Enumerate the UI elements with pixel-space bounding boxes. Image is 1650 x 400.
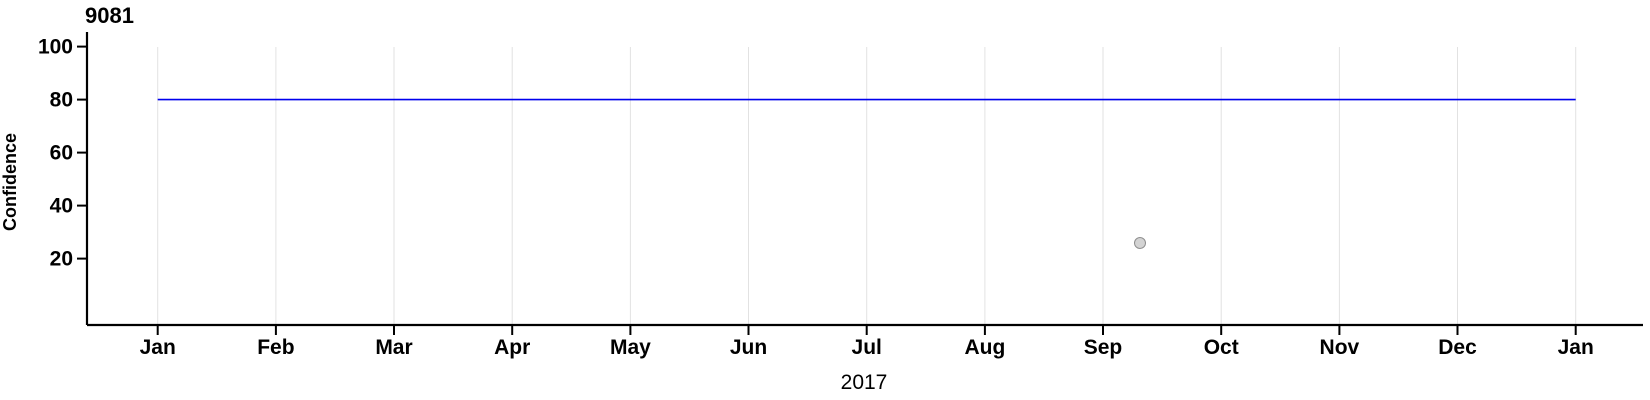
svg-text:40: 40 (50, 195, 73, 218)
svg-text:Jul: Jul (852, 336, 882, 359)
svg-text:20: 20 (50, 248, 73, 271)
svg-text:80: 80 (50, 89, 73, 112)
svg-text:Jan: Jan (140, 336, 176, 359)
svg-text:Aug: Aug (964, 336, 1005, 359)
svg-text:Feb: Feb (257, 336, 294, 359)
svg-text:Jan: Jan (1558, 336, 1594, 359)
svg-text:May: May (610, 336, 651, 359)
svg-text:Mar: Mar (375, 336, 412, 359)
svg-text:100: 100 (38, 36, 73, 59)
svg-text:Oct: Oct (1204, 336, 1239, 359)
svg-text:Apr: Apr (494, 336, 530, 359)
svg-text:Nov: Nov (1320, 336, 1360, 359)
svg-text:2017: 2017 (841, 371, 888, 394)
svg-text:Dec: Dec (1438, 336, 1477, 359)
svg-text:Sep: Sep (1084, 336, 1123, 359)
svg-text:60: 60 (50, 142, 73, 165)
svg-text:Jun: Jun (730, 336, 767, 359)
svg-text:9081: 9081 (85, 3, 134, 28)
svg-text:Confidence: Confidence (0, 133, 20, 231)
